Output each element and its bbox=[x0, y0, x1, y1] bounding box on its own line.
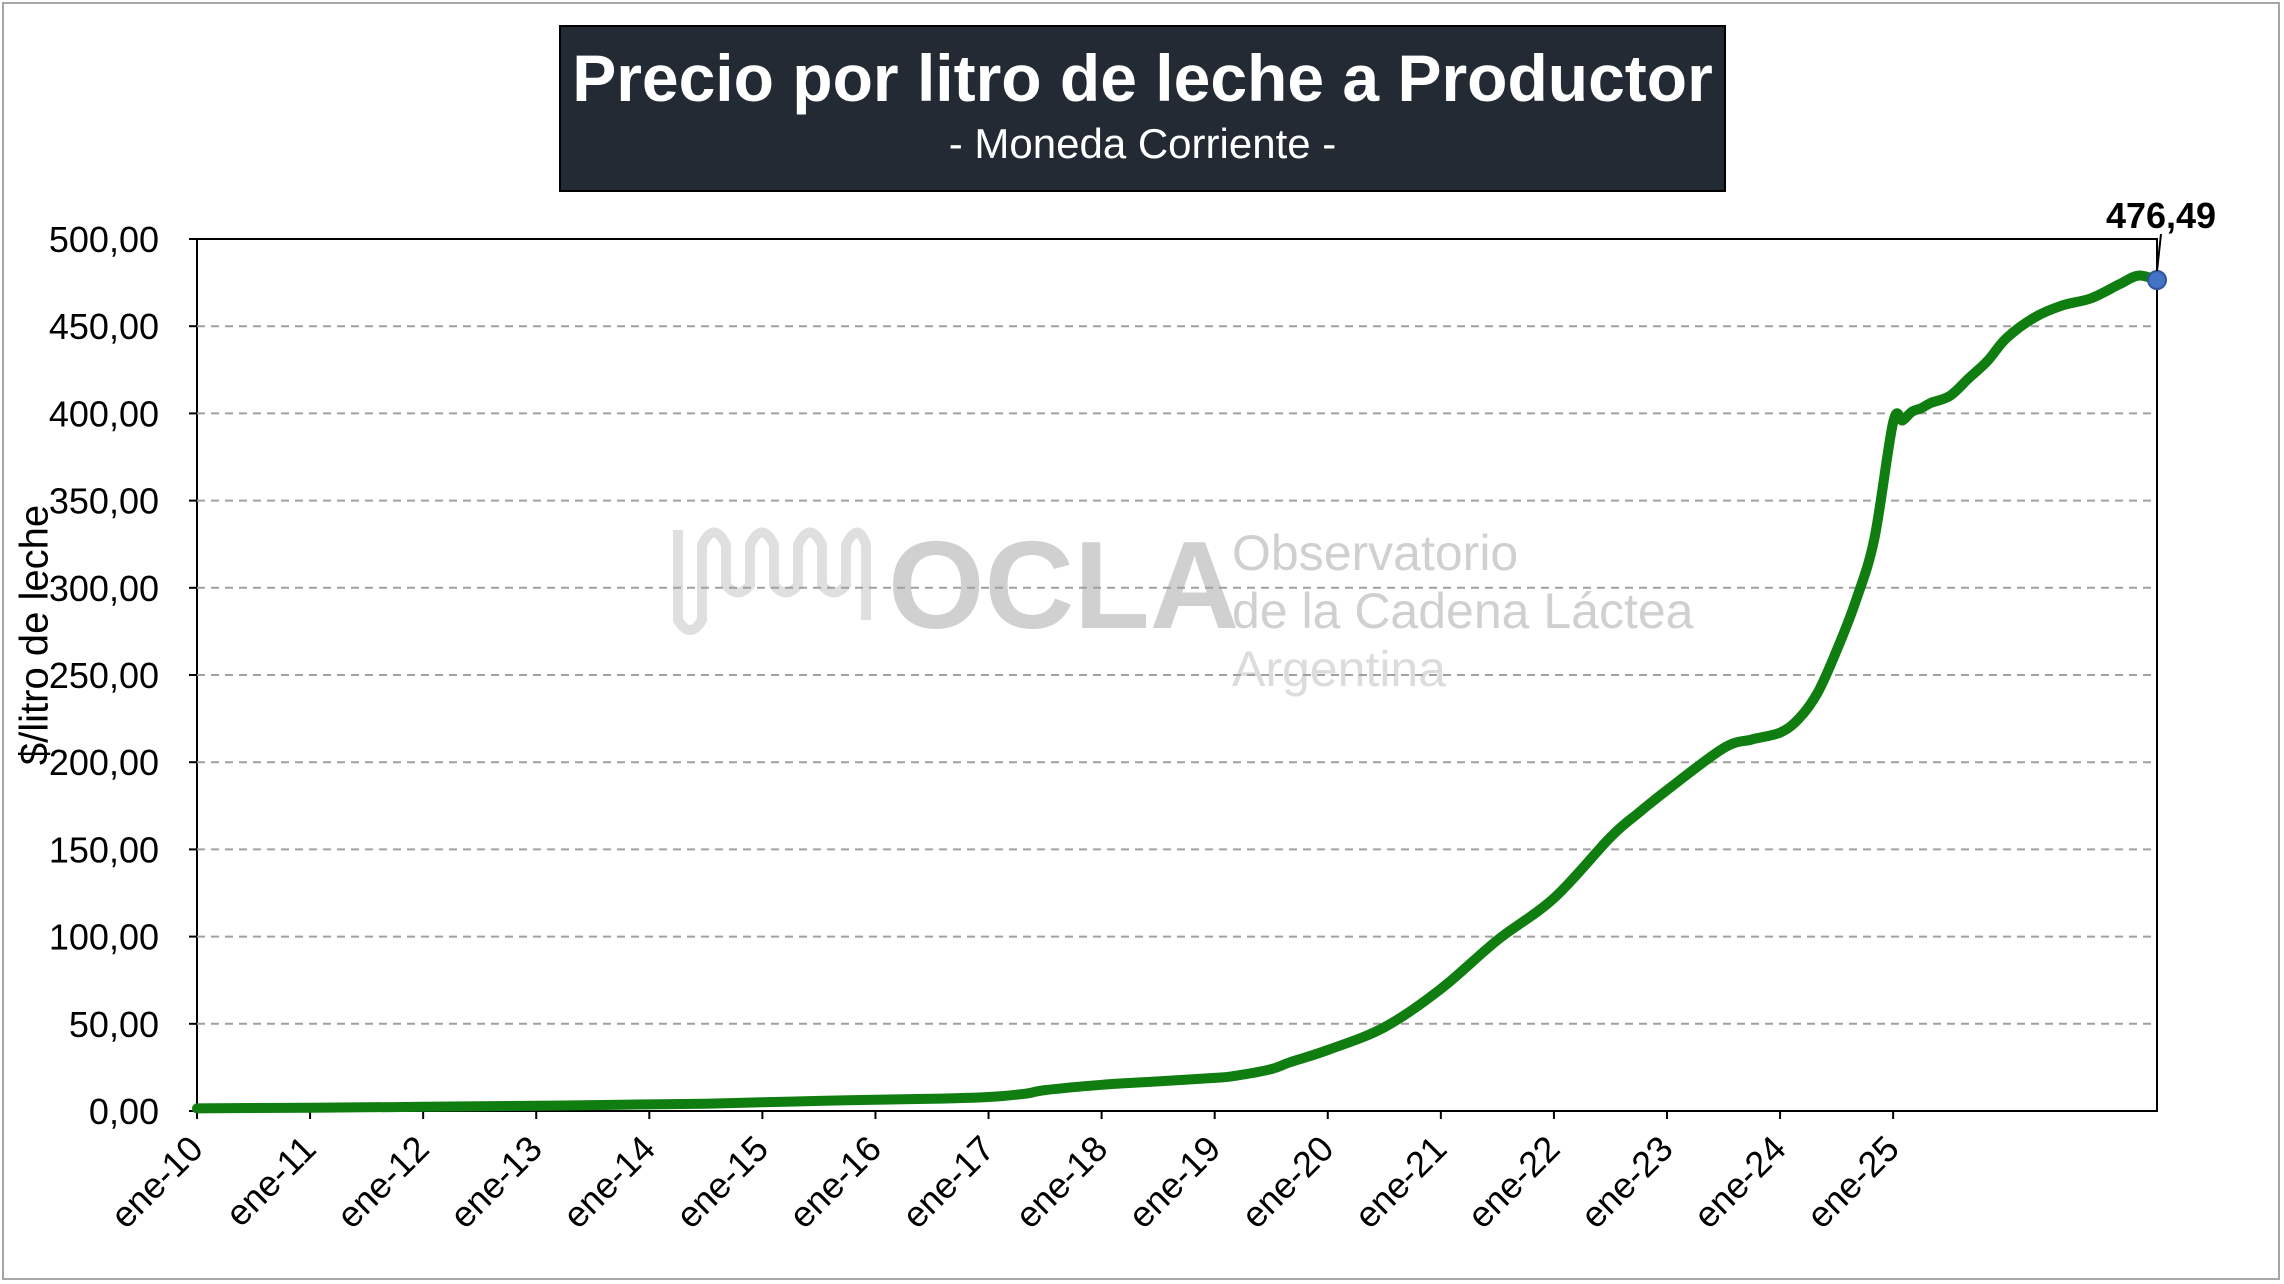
y-tick-label: 350,00 bbox=[49, 481, 159, 522]
y-tick-label: 150,00 bbox=[49, 829, 159, 870]
x-tick-label: ene-22 bbox=[1459, 1128, 1567, 1236]
y-tick-label: 50,00 bbox=[69, 1004, 159, 1045]
x-tick-label: ene-11 bbox=[217, 1128, 323, 1234]
y-tick-label: 500,00 bbox=[49, 219, 159, 260]
x-tick-label: ene-10 bbox=[102, 1128, 210, 1236]
x-tick-label: ene-16 bbox=[781, 1128, 889, 1236]
x-tick-label: ene-24 bbox=[1685, 1128, 1793, 1236]
x-tick-label: ene-23 bbox=[1572, 1128, 1680, 1236]
x-tick-label: ene-15 bbox=[668, 1128, 776, 1236]
x-tick-label: ene-13 bbox=[442, 1128, 550, 1236]
x-tick-label: ene-14 bbox=[555, 1128, 663, 1236]
y-tick-label: 100,00 bbox=[49, 917, 159, 958]
y-tick-label: 450,00 bbox=[49, 306, 159, 347]
x-tick-label: ene-17 bbox=[894, 1128, 1002, 1236]
last-point-label: 476,49 bbox=[2106, 195, 2216, 236]
x-tick-label: ene-18 bbox=[1007, 1128, 1115, 1236]
y-axis-label: $/litro de leche bbox=[12, 504, 57, 766]
y-tick-label: 200,00 bbox=[49, 742, 159, 783]
x-tick-label: ene-25 bbox=[1799, 1128, 1907, 1236]
chart-title: Precio por litro de leche a Productor bbox=[572, 41, 1713, 115]
x-tick-label: ene-12 bbox=[329, 1128, 437, 1236]
y-tick-label: 300,00 bbox=[49, 568, 159, 609]
series-line bbox=[192, 270, 2162, 1114]
last-point-marker bbox=[2147, 270, 2167, 291]
x-tick-label: ene-20 bbox=[1233, 1128, 1341, 1236]
y-tick-label: 400,00 bbox=[49, 393, 159, 434]
y-tick-label: 0,00 bbox=[89, 1091, 159, 1132]
chart-title-box: Precio por litro de leche a Productor - … bbox=[559, 25, 1726, 192]
x-tick-label: ene-21 bbox=[1346, 1128, 1454, 1236]
chart-subtitle: - Moneda Corriente - bbox=[948, 119, 1337, 167]
x-tick-label: ene-19 bbox=[1120, 1128, 1228, 1236]
y-tick-label: 250,00 bbox=[49, 655, 159, 696]
last-point-leader bbox=[2156, 233, 2162, 272]
